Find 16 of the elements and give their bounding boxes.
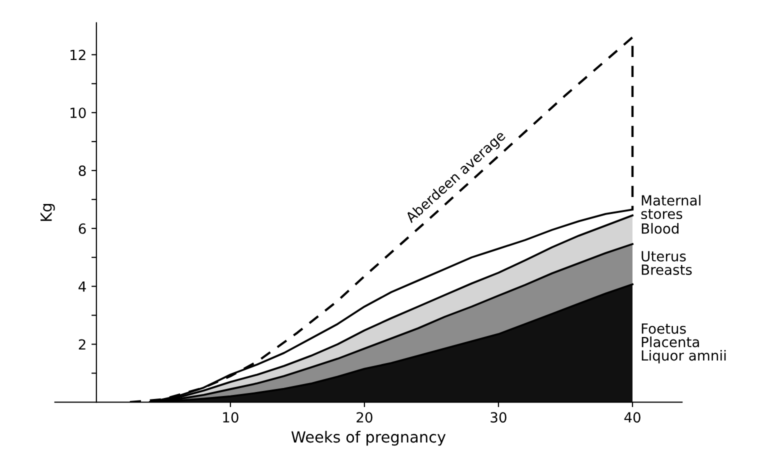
- x-tick-label: 30: [490, 412, 506, 423]
- x-tick-label: 10: [223, 412, 238, 423]
- series-label: Uterus Breasts: [642, 251, 692, 275]
- y-tick-label: 8: [78, 165, 86, 176]
- series-label: Maternal stores: [641, 194, 700, 220]
- y-tick-label: 2: [78, 339, 86, 350]
- x-tick-label: 20: [356, 412, 372, 423]
- series-label: Blood: [642, 223, 678, 234]
- series-label: Foetus Placenta Liquor amnii: [642, 324, 726, 364]
- x-axis-title: Weeks of pregnancy: [291, 430, 446, 446]
- y-axis-title: Kg: [40, 204, 55, 221]
- y-tick-label: 12: [70, 50, 86, 60]
- y-tick-label: 10: [70, 108, 86, 118]
- y-tick-label: 6: [78, 223, 86, 234]
- y-tick-label: 4: [78, 281, 86, 292]
- x-tick-label: 40: [624, 412, 640, 423]
